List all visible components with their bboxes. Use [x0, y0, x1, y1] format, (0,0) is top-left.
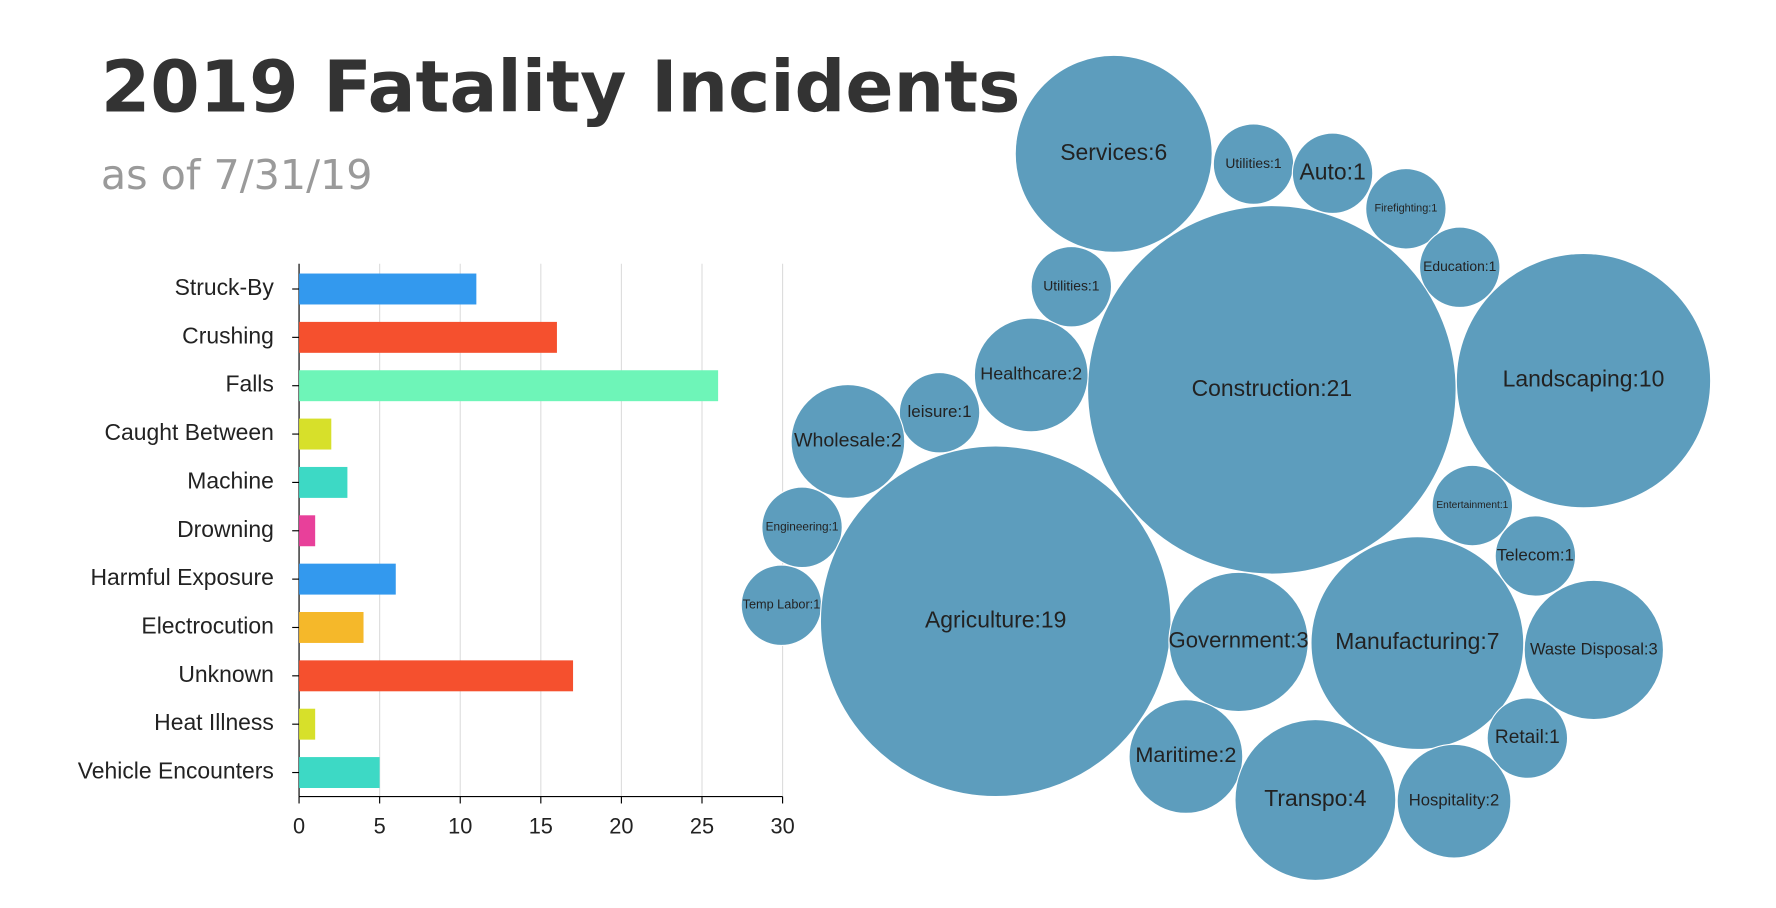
bubble-label: Manufacturing:7: [1335, 628, 1499, 654]
bubble: [1486, 697, 1569, 779]
y-tick-label: Struck-By: [175, 274, 275, 300]
bubble-label: Healthcare:2: [980, 364, 1082, 384]
bubble: [898, 371, 981, 454]
bubble-label: Engineering:1: [766, 519, 839, 533]
bubble-label: Utilities:1: [1043, 277, 1100, 293]
bubble-label: Temp Labor:1: [743, 597, 821, 612]
bubble: [819, 445, 1172, 798]
y-tick-label: Falls: [225, 371, 273, 397]
bubble-label: Construction:21: [1192, 375, 1352, 401]
bar: [299, 273, 477, 305]
x-tick-label: 25: [690, 813, 714, 838]
bubble-label: Waste Disposal:3: [1530, 640, 1658, 658]
bubble: [790, 383, 906, 499]
bubble: [1291, 132, 1374, 215]
bubble-label: Firefighting:1: [1374, 203, 1437, 215]
bubble-label: Maritime:2: [1135, 742, 1236, 767]
bubble: [1014, 54, 1213, 253]
y-tick-label: Drowning: [177, 516, 274, 542]
bubble: [1310, 536, 1525, 751]
chart-title: 2019 Fatality Incidents: [101, 45, 1021, 128]
bar: [299, 757, 380, 789]
bubble-label: Auto:1: [1299, 158, 1365, 184]
y-tick-label: Electrocution: [141, 613, 273, 639]
bubble: [1128, 699, 1244, 814]
bubble-label: Wholesale:2: [794, 430, 902, 452]
x-tick-label: 20: [609, 813, 633, 838]
bubble: [973, 317, 1089, 433]
bubble: [1396, 743, 1512, 859]
bubble: [1030, 245, 1113, 328]
bubble-label: Transpo:4: [1264, 785, 1367, 811]
bubble-label: Agriculture:19: [925, 606, 1066, 632]
x-tick-label: 5: [374, 813, 386, 838]
x-tick-label: 10: [448, 813, 472, 838]
bubble-label: Telecom:1: [1497, 545, 1574, 564]
y-tick-label: Crushing: [182, 322, 274, 348]
x-tick-label: 15: [529, 813, 553, 838]
x-tick-label: 30: [770, 813, 794, 838]
bubble: [1523, 579, 1665, 721]
bar: [299, 708, 316, 740]
y-tick-label: Unknown: [178, 661, 273, 687]
bubble: [1494, 515, 1577, 597]
bar: [299, 515, 316, 547]
chart-subtitle: as of 7/31/19: [101, 151, 373, 199]
bubble-label: Services:6: [1060, 139, 1167, 165]
bar: [299, 563, 396, 595]
bubble: [761, 486, 843, 569]
bubble: [1418, 226, 1501, 309]
bubble: [1234, 719, 1397, 882]
bubble-label: Retail:1: [1495, 727, 1560, 748]
bubble: [1455, 252, 1712, 509]
bubble-label: Government:3: [1169, 628, 1309, 653]
bubble-label: leisure:1: [908, 402, 972, 421]
bubble: [1431, 464, 1514, 547]
bar: [299, 370, 719, 402]
bubble: [1365, 168, 1447, 250]
bar: [299, 321, 557, 353]
bar: [299, 660, 574, 692]
y-tick-label: Harmful Exposure: [91, 564, 274, 590]
bubble: [1168, 571, 1309, 713]
bar: [299, 466, 348, 498]
y-tick-label: Vehicle Encounters: [78, 758, 274, 784]
x-tick-label: 0: [293, 813, 305, 838]
y-tick-label: Heat Illness: [154, 709, 274, 735]
bubble-label: Education:1: [1423, 258, 1496, 274]
bubble-label: Utilities:1: [1225, 155, 1282, 171]
bubble-label: Landscaping:10: [1503, 366, 1665, 392]
bubble-label: Entertainment:1: [1436, 500, 1508, 511]
bubble-label: Hospitality:2: [1409, 791, 1499, 810]
y-tick-label: Caught Between: [104, 419, 273, 445]
y-tick-label: Machine: [187, 467, 274, 493]
bar: [299, 418, 332, 450]
bar: [299, 612, 364, 643]
